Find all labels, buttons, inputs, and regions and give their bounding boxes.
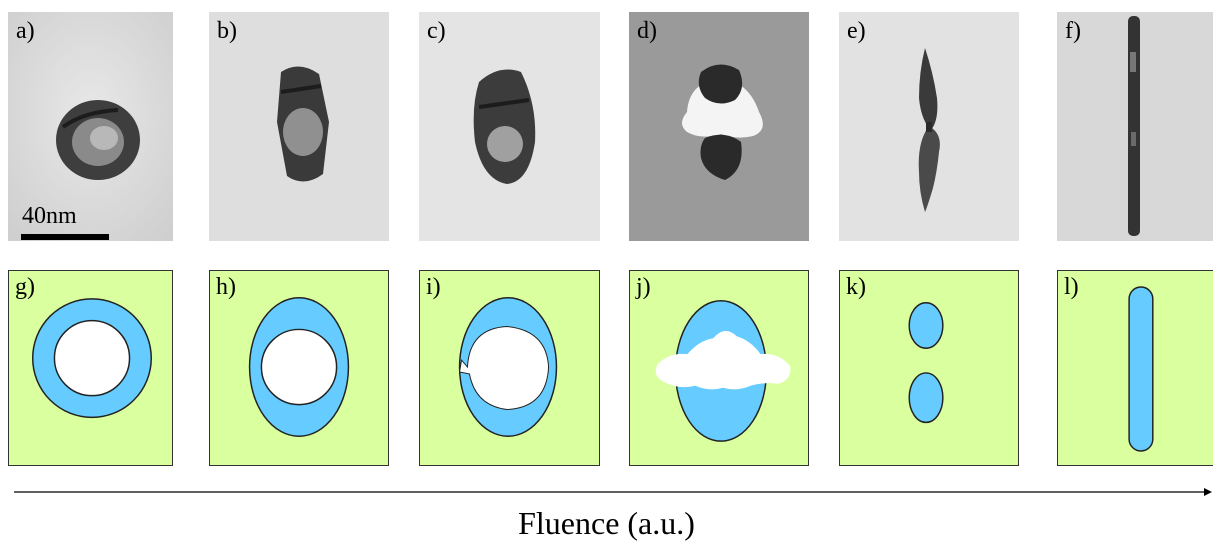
schematic-k: k) <box>839 270 1019 466</box>
panel-label-i: i) <box>426 274 441 300</box>
fluence-axis <box>14 488 1212 496</box>
panel-label-j: j) <box>636 274 651 300</box>
panel-label-g: g) <box>15 274 35 300</box>
panel-label-c: c) <box>427 18 446 44</box>
panel-label-f: f) <box>1065 18 1081 44</box>
tem-image-d: d) <box>629 12 809 241</box>
schematic-l: l) <box>1057 270 1213 466</box>
tem-image-e: e) <box>839 12 1019 241</box>
panel-label-b: b) <box>217 18 237 44</box>
tem-image-f: f) <box>1057 12 1213 241</box>
axis-label: Fluence (a.u.) <box>518 505 695 541</box>
tem-image-c: c) <box>419 12 600 241</box>
schematic-g: g) <box>8 270 173 466</box>
panel-label-k: k) <box>846 274 866 300</box>
scale-bar-label: 40nm <box>22 203 77 229</box>
schematic-j: j) <box>629 270 809 466</box>
panel-label-h: h) <box>216 274 236 300</box>
panel-label-d: d) <box>637 18 657 44</box>
panel-label-e: e) <box>847 18 866 44</box>
tem-image-b: b) <box>209 12 389 241</box>
schematic-i: i) <box>419 270 600 466</box>
tem-image-a: a) 40nm <box>8 12 173 241</box>
scale-bar <box>21 234 109 240</box>
schematic-h: h) <box>209 270 389 466</box>
panel-label-l: l) <box>1064 274 1079 300</box>
panel-label-a: a) <box>16 18 35 44</box>
